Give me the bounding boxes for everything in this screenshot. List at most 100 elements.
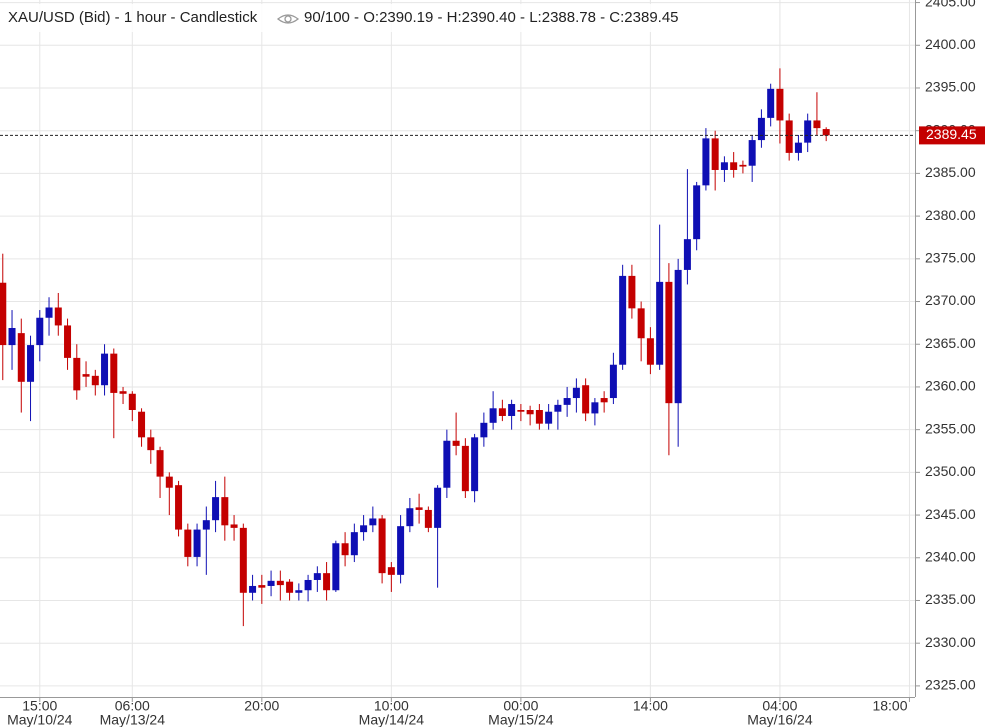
candle-body — [286, 581, 294, 593]
separator: - — [596, 9, 609, 26]
candle-body — [249, 585, 257, 593]
last-price-tag — [919, 126, 985, 145]
candle-body — [406, 508, 414, 527]
x-tick-date: May/15/24 — [488, 712, 554, 727]
y-tick-label: 2370.00 — [925, 292, 976, 308]
candle-body — [350, 532, 358, 556]
axis-labels: 2325.00 2330.00 2335.00 2340.00 2345.00 2350.… — [7, 0, 985, 727]
candle-body — [776, 88, 784, 121]
candle-body — [443, 440, 451, 488]
y-tick-label: 2355.00 — [925, 420, 976, 436]
candle-body — [582, 385, 590, 414]
candle-body — [17, 333, 25, 382]
candle-body — [304, 579, 312, 591]
x-tick-label: 10:00 — [374, 698, 409, 714]
candles — [0, 68, 915, 627]
last-price-label: 2389.45 — [926, 126, 977, 142]
candle-body — [128, 393, 136, 410]
candle-body — [804, 120, 812, 143]
y-tick-label: 2395.00 — [925, 79, 976, 95]
candle-body — [471, 437, 479, 492]
candle-body — [313, 573, 321, 580]
candle-body — [628, 275, 636, 309]
candle-body — [276, 580, 284, 586]
candle-body — [91, 375, 99, 386]
x-tick-date: May/16/24 — [747, 712, 813, 727]
candle-body — [64, 325, 72, 358]
candle-body — [36, 317, 44, 346]
x-tick-label: 20:00 — [244, 698, 279, 714]
candle-body — [101, 353, 109, 386]
x-tick-label: 00:00 — [503, 698, 538, 714]
header-stat: L:2388.78 — [529, 9, 596, 26]
candle-body — [563, 398, 571, 405]
candle-body — [434, 487, 442, 528]
candle-body — [720, 162, 728, 170]
candle-body — [785, 120, 793, 153]
y-tick-label: 2375.00 — [925, 250, 976, 266]
candle-body — [212, 497, 220, 521]
candle-body — [54, 307, 62, 326]
header-stat: H:2390.40 — [447, 9, 516, 26]
candle-body — [45, 307, 53, 318]
candle-body — [748, 140, 756, 166]
candle-body — [665, 281, 673, 404]
candle-body — [175, 485, 183, 530]
y-tick-label: 2385.00 — [925, 164, 976, 180]
candle-body — [202, 520, 210, 530]
candle-body — [332, 543, 340, 591]
candle-body — [794, 142, 802, 153]
candle-body — [360, 525, 368, 533]
candle-body — [239, 527, 247, 593]
candle-body — [267, 580, 275, 586]
candle-body — [545, 411, 553, 424]
candle-body — [656, 281, 664, 365]
candle-body — [822, 129, 830, 136]
eye-icon — [276, 14, 300, 24]
candle-body — [489, 408, 497, 423]
candle-body — [508, 404, 516, 416]
candle-body — [693, 185, 701, 240]
candle-body — [498, 408, 506, 416]
candle-body — [397, 526, 405, 575]
candle-body — [609, 364, 617, 399]
y-tick-label: 2345.00 — [925, 506, 976, 522]
x-tick-label: 15:00 — [22, 698, 57, 714]
header-stats: 90/100 - O:2390.19 - H:2390.40 - L:2388.… — [304, 9, 679, 26]
separator: - — [516, 9, 529, 26]
candle-body — [767, 88, 775, 118]
candle-body — [813, 120, 821, 129]
candle-body — [147, 437, 155, 451]
candle-body — [110, 353, 118, 393]
candle-body — [646, 338, 654, 365]
y-tick-label: 2365.00 — [925, 335, 976, 351]
candle-body — [27, 345, 35, 382]
candle-body — [461, 445, 469, 492]
candle-body — [230, 524, 238, 528]
x-tick-label: 18:00 — [872, 698, 907, 714]
candle-body — [683, 239, 691, 270]
candle-body — [619, 275, 627, 365]
candle-body — [258, 585, 266, 588]
candle-body — [221, 497, 229, 526]
header-bg — [0, 4, 705, 32]
candle-body — [8, 328, 16, 346]
x-tick-date: May/13/24 — [100, 712, 166, 727]
candle-body — [415, 507, 423, 510]
candle-body — [82, 374, 90, 377]
candle-body — [517, 410, 525, 412]
candle-body — [323, 573, 331, 591]
candle-body — [119, 391, 127, 394]
candle-body — [452, 440, 460, 446]
y-tick-label: 2380.00 — [925, 207, 976, 223]
header-stat: C:2389.45 — [609, 9, 678, 26]
separator: - — [350, 9, 363, 26]
candle-body — [480, 422, 488, 438]
candle-body — [757, 117, 765, 141]
header-stat: O:2390.19 — [363, 9, 433, 26]
candle-body — [637, 308, 645, 339]
candle-body — [193, 529, 201, 557]
y-tick-label: 2360.00 — [925, 378, 976, 394]
